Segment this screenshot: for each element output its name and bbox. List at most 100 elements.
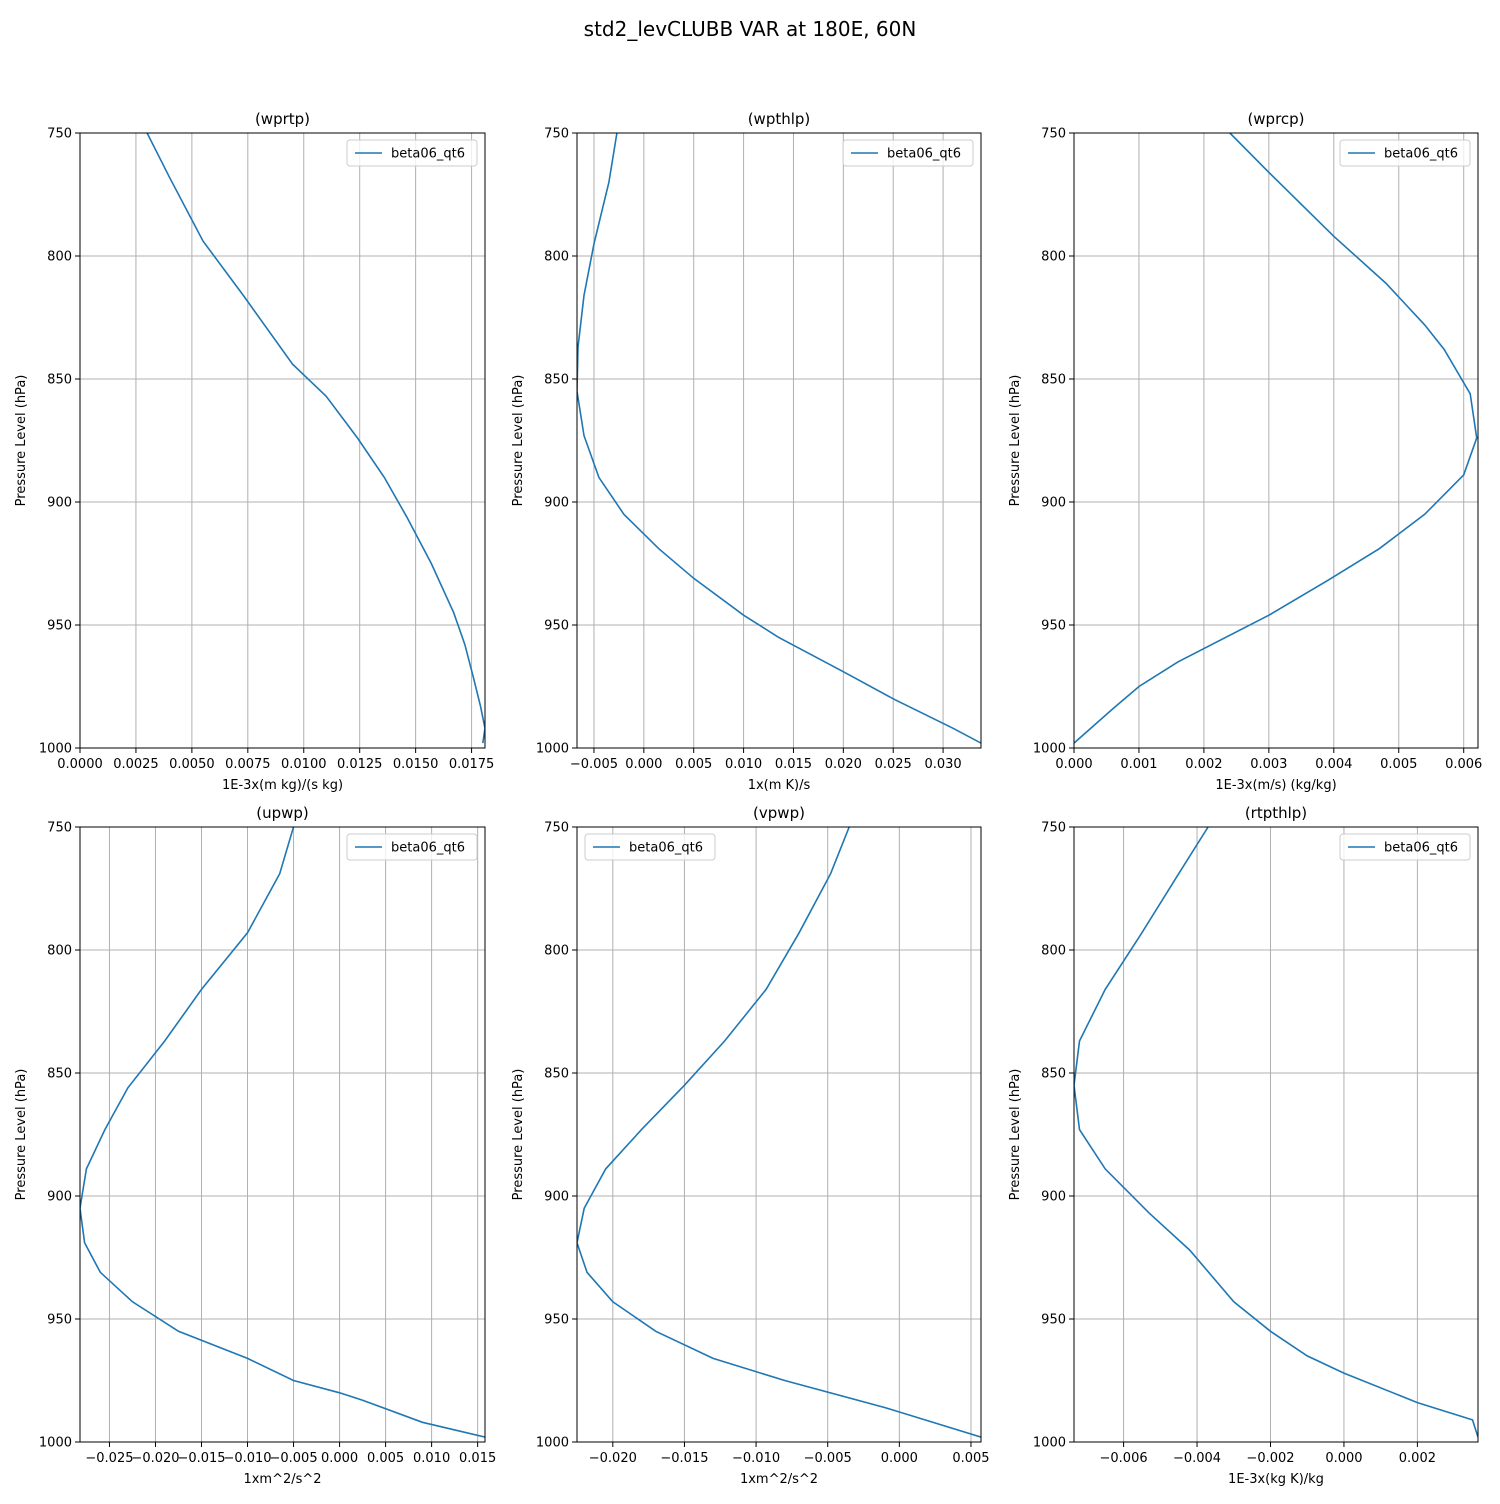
panel-4: −0.025−0.020−0.015−0.010−0.005 0.000 0.005… (14, 804, 496, 1487)
y-tick-label: 850 (47, 373, 72, 388)
panel-title: (vpwp) (753, 804, 805, 822)
series-line-1 (577, 827, 981, 1438)
x-tick-label: 0.002 (1185, 757, 1222, 772)
x-tick-label: −0.005 (570, 757, 618, 772)
y-tick-label: 950 (544, 1313, 569, 1328)
y-tick-label: 1000 (39, 1436, 72, 1451)
y-tick-label: 1000 (536, 742, 569, 757)
x-tick-label: −0.010 (223, 1451, 271, 1466)
panel-title: (upwp) (256, 804, 309, 822)
x-tick-label: −0.005 (269, 1451, 317, 1466)
x-tick-label: −0.004 (1173, 1451, 1221, 1466)
y-axis-label: Pressure Level (hPa) (1008, 375, 1023, 507)
y-tick-label: 750 (544, 127, 569, 142)
x-tick-label: 0.000 (625, 757, 662, 772)
x-tick-label: 0.010 (725, 757, 762, 772)
y-tick-label: 850 (1041, 373, 1066, 388)
y-tick-label: 950 (1041, 619, 1066, 634)
x-tick-label: 0.015 (459, 1451, 496, 1466)
y-tick-label: 950 (544, 619, 569, 634)
x-tick-label: 0.020 (825, 757, 862, 772)
y-tick-label: 800 (47, 250, 72, 265)
x-tick-label: 0.015 (775, 757, 812, 772)
y-tick-label: 900 (47, 1190, 72, 1205)
axes-frame (79, 826, 486, 1443)
y-tick-label: 800 (544, 944, 569, 959)
x-tick-label: 0.005 (1380, 757, 1417, 772)
y-tick-label: 1000 (39, 742, 72, 757)
x-tick-label: 0.0025 (113, 757, 159, 772)
y-tick-label: 800 (47, 944, 72, 959)
x-tick-label: 0.000 (881, 1451, 918, 1466)
panel-title: (wpthlp) (748, 110, 811, 128)
y-tick-label: 900 (1041, 1190, 1066, 1205)
series-line-1 (1074, 133, 1478, 744)
y-axis-label: Pressure Level (hPa) (511, 375, 526, 507)
y-tick-label: 750 (47, 127, 72, 142)
x-tick-label: −0.002 (1246, 1451, 1294, 1466)
y-tick-label: 900 (544, 496, 569, 511)
legend: beta06_qt6 (584, 833, 716, 861)
x-tick-label: 0.0075 (225, 757, 271, 772)
legend-label: beta06_qt6 (1384, 841, 1458, 856)
x-tick-label: 0.006 (1445, 757, 1482, 772)
x-tick-label: −0.015 (660, 1451, 708, 1466)
x-tick-label: −0.005 (804, 1451, 852, 1466)
x-tick-label: 0.000 (1055, 757, 1092, 772)
x-tick-label: 0.030 (924, 757, 961, 772)
x-tick-label: 0.000 (321, 1451, 358, 1466)
x-tick-label: 0.0175 (449, 757, 495, 772)
axes-frame (79, 132, 486, 749)
y-tick-label: 900 (1041, 496, 1066, 511)
x-axis-label: 1E-3x(kg K)/kg (1228, 1472, 1324, 1487)
panel-2: −0.005 0.000 0.005 0.010 0.015 0.020 0.025 0.03… (511, 110, 982, 793)
y-axis-label: Pressure Level (hPa) (511, 1069, 526, 1201)
legend: beta06_qt6 (1339, 139, 1471, 167)
legend: beta06_qt6 (842, 139, 974, 167)
y-tick-label: 900 (544, 1190, 569, 1205)
y-axis-label: Pressure Level (hPa) (14, 375, 29, 507)
series-line-1 (1074, 827, 1478, 1438)
legend-box (584, 833, 716, 861)
figure-suptitle: std2_levCLUBB VAR at 180E, 60N (584, 17, 917, 41)
x-tick-label: 0.025 (875, 757, 912, 772)
series-line-1 (80, 827, 485, 1438)
y-tick-label: 850 (1041, 1067, 1066, 1082)
x-tick-label: 0.005 (367, 1451, 404, 1466)
legend-box (346, 139, 478, 167)
panel-3: 0.000 0.001 0.002 0.003 0.004 0.005 0.006 750 80… (1008, 110, 1482, 793)
x-tick-label: 0.002 (1399, 1451, 1436, 1466)
panel-6: −0.006 −0.004 −0.002 0.000 0.002 750 800 850 900… (1008, 804, 1479, 1487)
x-tick-label: 0.001 (1120, 757, 1157, 772)
legend: beta06_qt6 (1339, 833, 1471, 861)
y-tick-label: 850 (47, 1067, 72, 1082)
x-tick-label: 0.005 (675, 757, 712, 772)
axes-frame (576, 826, 982, 1443)
x-tick-label: 0.004 (1315, 757, 1352, 772)
legend-label: beta06_qt6 (391, 147, 465, 162)
panel-title: (rtpthlp) (1245, 804, 1307, 822)
legend: beta06_qt6 (346, 833, 478, 861)
axes-frame (1073, 826, 1479, 1443)
legend-label: beta06_qt6 (391, 841, 465, 856)
legend-label: beta06_qt6 (629, 841, 703, 856)
x-tick-label: 0.000 (1325, 1451, 1362, 1466)
x-tick-label: 0.0125 (337, 757, 383, 772)
x-tick-label: 0.0100 (281, 757, 327, 772)
x-tick-label: 0.005 (952, 1451, 989, 1466)
x-axis-label: 1xm^2/s^2 (243, 1472, 321, 1487)
x-tick-label: −0.025 (85, 1451, 133, 1466)
y-tick-label: 800 (544, 250, 569, 265)
y-tick-label: 800 (1041, 250, 1066, 265)
legend-box (1339, 833, 1471, 861)
y-tick-label: 750 (544, 821, 569, 836)
x-tick-label: 0.0150 (393, 757, 439, 772)
x-tick-label: 0.003 (1250, 757, 1287, 772)
series-line-1 (146, 133, 485, 744)
x-tick-label: 0.010 (413, 1451, 450, 1466)
legend: beta06_qt6 (346, 139, 478, 167)
x-tick-label: −0.015 (177, 1451, 225, 1466)
y-tick-label: 850 (544, 373, 569, 388)
y-tick-label: 950 (1041, 1313, 1066, 1328)
